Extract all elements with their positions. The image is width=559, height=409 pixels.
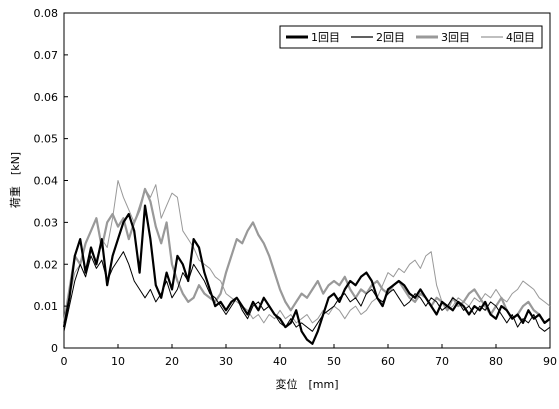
x-tick-label: 30 (219, 355, 233, 368)
x-tick-label: 90 (543, 355, 557, 368)
y-tick-label: 0 (51, 342, 58, 355)
x-tick-label: 40 (273, 355, 287, 368)
x-axis-label: 変位 [mm] (275, 377, 338, 391)
x-tick-label: 70 (435, 355, 449, 368)
series-line-1 (62, 204, 551, 345)
y-tick-label: 0.08 (34, 7, 59, 20)
y-tick-label: 0.06 (34, 91, 59, 104)
x-tick-label: 20 (165, 355, 179, 368)
y-tick-label: 0.05 (34, 133, 59, 146)
legend: 1回目 2回目 3回目 4回目 (279, 25, 543, 49)
y-axis-label: 荷重 [kN] (8, 152, 22, 208)
legend-label-1: 1回目 (311, 31, 340, 44)
y-tick-label: 0.02 (34, 258, 59, 271)
x-tick-label: 0 (61, 355, 68, 368)
x-axis: 0 10 20 30 40 50 60 70 80 90 (61, 344, 557, 368)
series-line-3 (62, 187, 551, 324)
series-layer (62, 180, 551, 345)
x-tick-label: 50 (327, 355, 341, 368)
y-tick-label: 0.07 (34, 49, 59, 62)
x-tick-label: 10 (111, 355, 125, 368)
plot-area (63, 12, 551, 349)
x-tick-label: 80 (489, 355, 503, 368)
legend-box (279, 25, 543, 49)
legend-label-3: 3回目 (441, 31, 470, 44)
legend-label-2: 2回目 (376, 31, 405, 44)
y-tick-label: 0.01 (34, 300, 59, 313)
legend-label-4: 4回目 (506, 31, 535, 44)
series-line-2 (63, 251, 551, 332)
x-tick-label: 60 (381, 355, 395, 368)
y-tick-label: 0.04 (34, 175, 59, 188)
y-axis: 0 0.01 0.02 0.03 0.04 0.05 0.06 0.07 0.08 (34, 7, 68, 355)
y-tick-label: 0.03 (34, 216, 59, 229)
